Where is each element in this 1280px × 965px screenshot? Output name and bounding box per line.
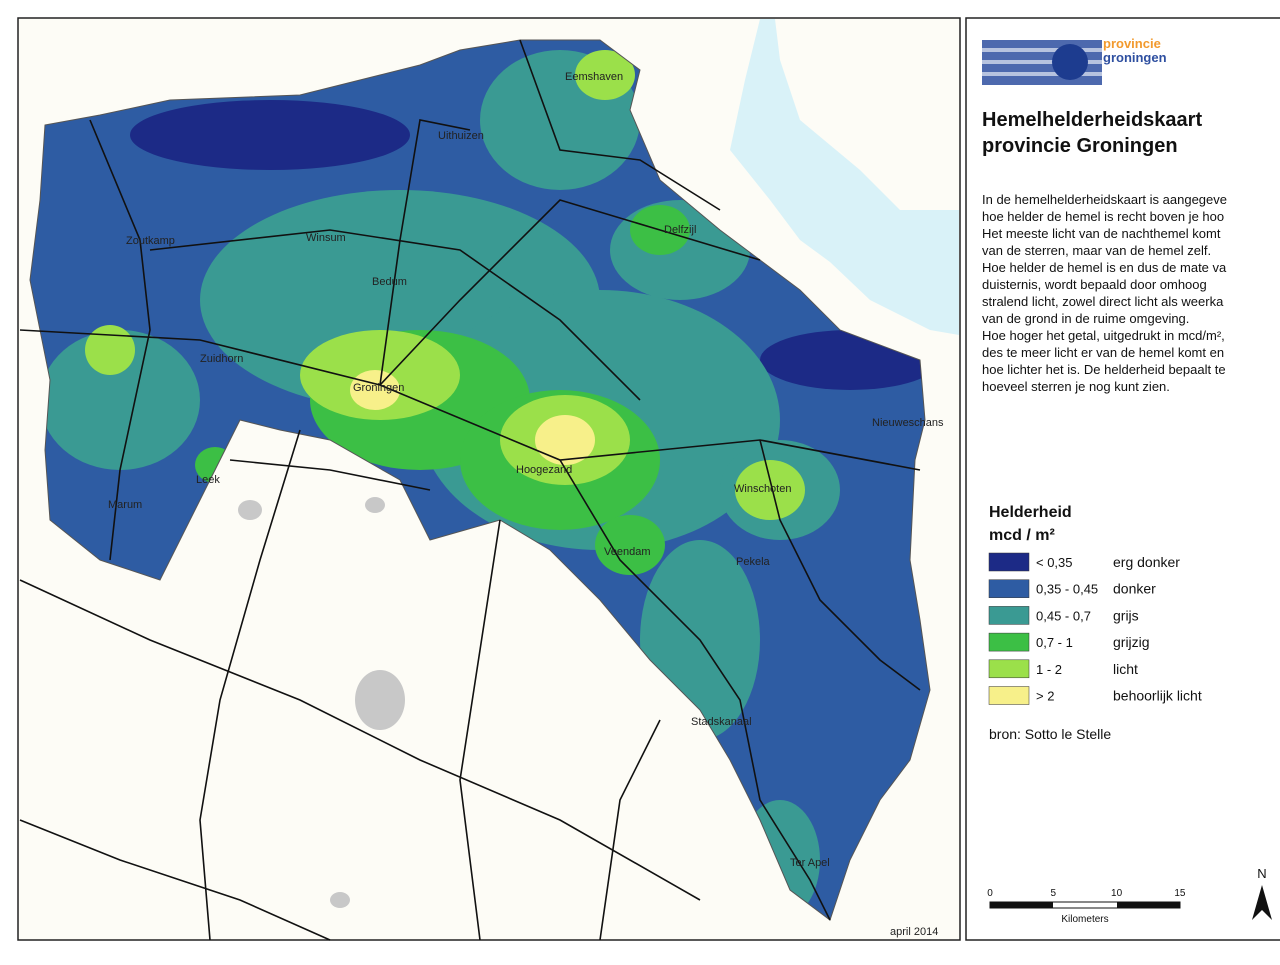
city-label: Winschoten: [734, 483, 791, 495]
scale-tick-label: 15: [1174, 888, 1186, 899]
city-label: Groningen: [353, 382, 404, 394]
description: In de hemelhelderheidskaart is aangegeve…: [982, 192, 1227, 394]
legend-range: 0,7 - 1: [1036, 635, 1073, 650]
towns-outside: [238, 497, 405, 908]
source: bron: Sotto le Stelle: [989, 726, 1111, 742]
legend: < 0,35 erg donker 0,35 - 0,45 donker 0,45 - …: [988, 552, 1202, 705]
text-line: Het meeste licht van de nachthemel komt: [982, 226, 1221, 241]
text-line: van de sterren, maar van de hemel zelf.: [982, 243, 1211, 258]
text-line: duisternis, wordt bepaald door omhoog: [982, 277, 1207, 292]
text-line: stralend licht, zowel direct licht als w…: [982, 294, 1224, 309]
city-label: Leek: [196, 474, 220, 486]
city-label: Hoogezand: [516, 464, 572, 476]
north-label: N: [1257, 866, 1266, 881]
legend-range: > 2: [1036, 689, 1054, 704]
text-line: des te meer licht er van de hemel komt e…: [982, 345, 1224, 360]
north-arrow: [1252, 885, 1272, 920]
city-label: Pekela: [736, 556, 771, 568]
scale-unit: Kilometers: [1061, 914, 1108, 925]
text-line: In de hemelhelderheidskaart is aangegeve: [982, 192, 1227, 207]
text-line: Hoe helder de hemel is en dus de mate va: [982, 260, 1227, 275]
logo-text: groningen: [1103, 50, 1167, 65]
city-label: Zuidhorn: [200, 353, 243, 365]
text-line: hoe lichter het is. De helderheid bepaal…: [982, 362, 1226, 377]
scale-tick-label: 5: [1051, 888, 1057, 899]
city-labels: Eemshaven Uithuizen Delfzijl Zoutkamp Wi…: [108, 71, 944, 869]
text-line: hoeveel sterren je nog kunt zien.: [982, 379, 1170, 394]
legend-label: erg donker: [1113, 554, 1180, 570]
text-line: Hoe hoger het getal, uitgedrukt in mcd/m…: [982, 328, 1225, 343]
text-line: hoe helder de hemel is recht boven je ho…: [982, 209, 1224, 224]
scale-tick-label: 0: [987, 888, 993, 899]
panel-title: Hemelhelderheidskaart: [982, 109, 1202, 131]
scale-bar: 0 5 10 15: [987, 888, 1186, 909]
legend-swatch: [988, 606, 1030, 625]
city-label: Veendam: [604, 546, 650, 558]
legend-swatch: [988, 579, 1030, 598]
legend-swatch: [988, 632, 1030, 652]
map-date: april 2014: [890, 926, 938, 938]
city-label: Ter Apel: [790, 857, 830, 869]
land-east: [775, 19, 959, 210]
legend-range: 0,35 - 0,45: [1036, 582, 1098, 597]
legend-label: donker: [1113, 581, 1156, 597]
city-label: Eemshaven: [565, 71, 623, 83]
logo: provincie groningen: [982, 36, 1167, 85]
city-label: Bedum: [372, 276, 407, 288]
info-panel: [965, 17, 1280, 941]
city-label: Delfzijl: [664, 224, 696, 236]
legend-label: grijs: [1113, 607, 1139, 623]
legend-label: grijzig: [1113, 634, 1150, 650]
logo-text: provincie: [1103, 36, 1161, 51]
city-label: Stadskanaal: [691, 716, 752, 728]
legend-swatch: [988, 552, 1030, 572]
city-label: Uithuizen: [438, 130, 484, 142]
legend-title: mcd / m²: [989, 527, 1055, 544]
legend-range: 1 - 2: [1036, 662, 1062, 677]
legend-swatch: [988, 659, 1030, 679]
land-west: [19, 125, 45, 290]
scale-tick-label: 10: [1111, 888, 1123, 899]
legend-title: Helderheid: [989, 504, 1072, 521]
text-line: van de grond in de ruime omgeving.: [982, 311, 1189, 326]
panel-title: provincie Groningen: [982, 135, 1178, 157]
city-label: Winsum: [306, 232, 346, 244]
roads: [19, 39, 921, 941]
legend-label: behoorlijk licht: [1113, 688, 1202, 704]
legend-swatch: [988, 686, 1030, 705]
legend-label: licht: [1113, 661, 1138, 677]
legend-range: 0,45 - 0,7: [1036, 608, 1091, 623]
city-label: Zoutkamp: [126, 235, 175, 247]
city-label: Marum: [108, 499, 142, 511]
city-label: Nieuweschans: [872, 417, 944, 429]
legend-range: < 0,35: [1036, 555, 1073, 570]
